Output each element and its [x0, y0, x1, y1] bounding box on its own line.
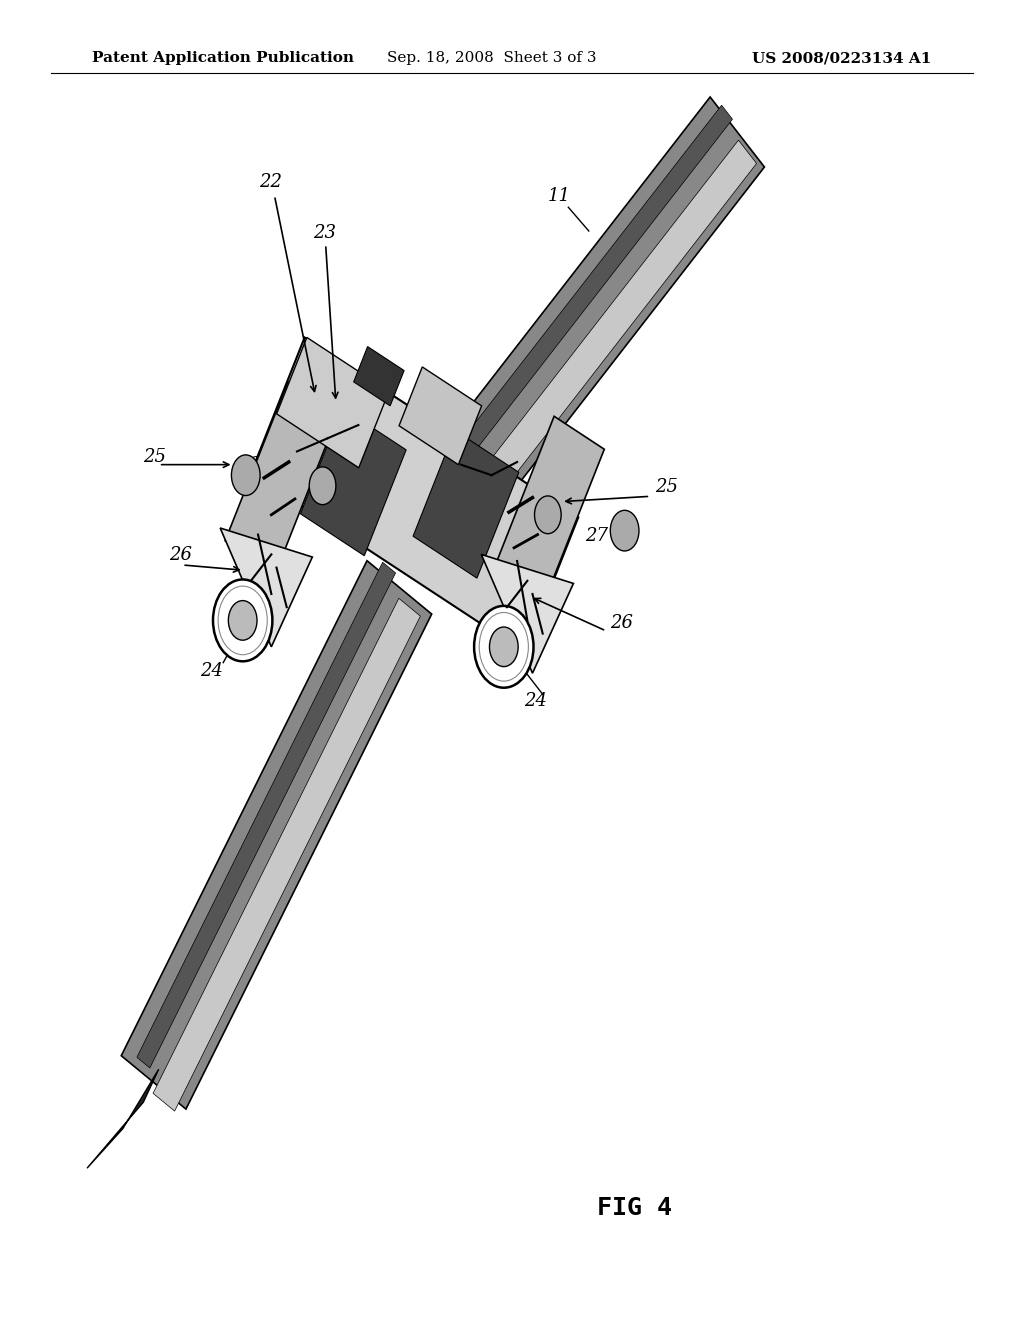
- Polygon shape: [399, 367, 481, 465]
- Text: 22: 22: [259, 173, 282, 191]
- Polygon shape: [415, 106, 732, 515]
- Text: 11: 11: [548, 186, 570, 205]
- Ellipse shape: [231, 455, 260, 495]
- Text: Sep. 18, 2008  Sheet 3 of 3: Sep. 18, 2008 Sheet 3 of 3: [387, 51, 596, 65]
- Text: 27: 27: [585, 527, 607, 545]
- Polygon shape: [300, 408, 407, 556]
- Polygon shape: [251, 338, 579, 652]
- Ellipse shape: [535, 496, 561, 533]
- Text: 24: 24: [200, 661, 222, 680]
- Polygon shape: [481, 554, 573, 673]
- Ellipse shape: [213, 579, 272, 661]
- Polygon shape: [353, 347, 404, 405]
- Polygon shape: [276, 338, 389, 467]
- Polygon shape: [431, 140, 757, 560]
- Text: 25: 25: [143, 447, 166, 466]
- Polygon shape: [220, 528, 312, 647]
- Text: Patent Application Publication: Patent Application Publication: [92, 51, 354, 65]
- Ellipse shape: [474, 606, 534, 688]
- Polygon shape: [225, 381, 338, 574]
- Polygon shape: [402, 96, 765, 564]
- Ellipse shape: [489, 627, 518, 667]
- Polygon shape: [492, 416, 604, 609]
- Text: 26: 26: [610, 614, 633, 632]
- Text: 23: 23: [313, 223, 336, 242]
- Polygon shape: [87, 1069, 159, 1168]
- Polygon shape: [153, 598, 421, 1111]
- Ellipse shape: [228, 601, 257, 640]
- Polygon shape: [413, 430, 519, 578]
- Ellipse shape: [309, 467, 336, 504]
- Polygon shape: [137, 562, 395, 1068]
- Polygon shape: [121, 561, 432, 1109]
- Text: 26: 26: [169, 545, 191, 564]
- Text: 25: 25: [655, 478, 678, 496]
- Text: FIG 4: FIG 4: [597, 1196, 673, 1220]
- Text: 27: 27: [249, 455, 271, 474]
- Ellipse shape: [610, 511, 639, 550]
- Text: 24: 24: [524, 692, 547, 710]
- Text: US 2008/0223134 A1: US 2008/0223134 A1: [753, 51, 932, 65]
